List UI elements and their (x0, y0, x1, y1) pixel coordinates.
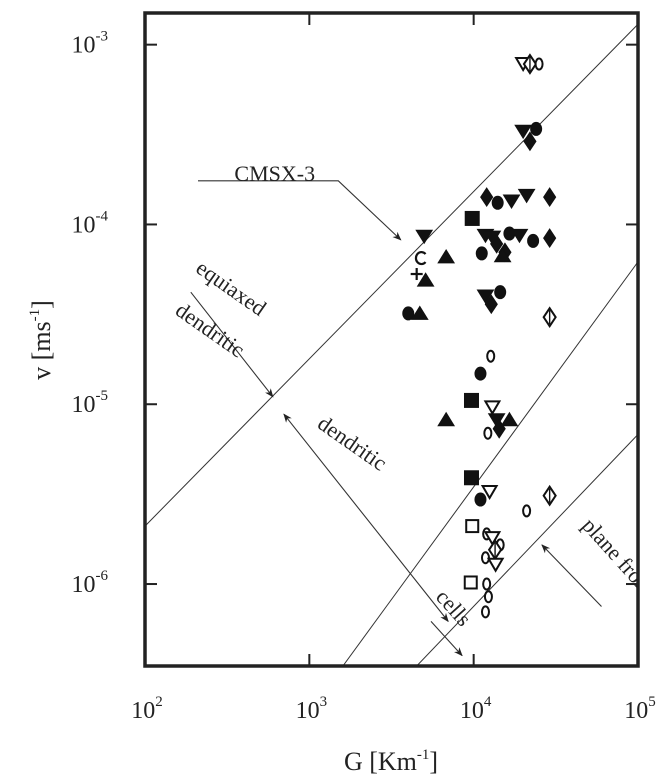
data-point-circle (491, 195, 504, 210)
data-point-square (463, 392, 479, 408)
data-point-circle-open (534, 57, 544, 71)
data-point-tri-down (517, 188, 536, 204)
data-point-tri-up (500, 411, 519, 427)
data-point-circle (475, 246, 488, 261)
data-points (402, 53, 557, 619)
data-point-circle-open (483, 590, 493, 604)
data-point-tri-down (502, 194, 521, 209)
data-point-circle-open (483, 426, 493, 440)
annotation-arrows (190, 180, 602, 657)
data-point-tri-up (437, 248, 456, 264)
x-tick-label: 105 (624, 694, 656, 724)
tick-marks (144, 13, 639, 666)
data-point-tri-down (514, 124, 533, 140)
y-axis-label-main: v [ms (27, 321, 56, 380)
data-point-tri-down-open (483, 400, 502, 416)
data-point-diamond (492, 418, 506, 439)
annotation-arrow (190, 291, 274, 398)
x-axis-label-main: G [Km (344, 747, 417, 776)
x-tick-label: 103 (296, 694, 328, 724)
data-point-tri-down-open (486, 557, 505, 573)
annotation-arrow (541, 544, 602, 607)
y-tick-labels: 10-6 10-5 10-4 10-3 (72, 29, 109, 598)
data-point-circle (530, 121, 543, 136)
boundary-line (342, 261, 638, 666)
data-point-square (463, 470, 479, 486)
data-point-circle-open (522, 504, 532, 518)
data-point-diamond-open (542, 306, 557, 328)
data-point-circle-open (486, 349, 496, 363)
data-point-circle-open (482, 577, 492, 591)
data-point-diamond (523, 131, 537, 152)
y-tick-label: 10-5 (72, 388, 109, 418)
data-point-square (464, 210, 480, 226)
boundary-line (416, 434, 638, 666)
data-point-tri-down (476, 289, 495, 304)
data-point-tri-down-open (483, 531, 502, 547)
plot-content: CMSX-3equiaxeddendriticdendriticcellspla… (145, 23, 659, 666)
data-point-diamond (484, 294, 498, 315)
data-point-tri-up (416, 272, 435, 287)
y-axis-label: v [ms-1] (27, 300, 56, 380)
data-point-circle-open (480, 605, 490, 619)
annotation-arrow (198, 180, 402, 241)
y-tick-label: 10-4 (72, 208, 109, 238)
data-point-tri-down (510, 228, 529, 244)
y-axis-label-sup: -1 (27, 309, 43, 322)
data-point-diamond (543, 228, 557, 248)
annotations: CMSX-3equiaxeddendriticdendriticcellspla… (171, 161, 659, 631)
data-point-tri-up (493, 247, 512, 263)
data-point-tri-down (487, 413, 506, 428)
data-point-tri-down (415, 229, 434, 245)
data-point-diamond (490, 233, 504, 254)
data-point-diamond (480, 187, 494, 207)
y-tick-label: 10-6 (72, 568, 109, 598)
plot-frame (143, 11, 640, 668)
x-axis-label-tail: ] (429, 747, 438, 776)
annotation-label: plane front (577, 513, 659, 601)
data-point-circle (474, 366, 487, 381)
x-tick-labels: 102 103 104 105 (131, 694, 656, 724)
annotation-arrow (430, 621, 463, 657)
boundary-line (145, 23, 638, 527)
data-point-diamond (543, 187, 557, 207)
x-axis-label: G [Km-1] (344, 747, 438, 776)
x-axis-label-sup: -1 (417, 747, 430, 763)
data-point-circle (474, 492, 487, 507)
data-point-tri-down-open (480, 484, 499, 500)
data-point-plus (410, 268, 423, 281)
data-point-diamond-open (522, 53, 538, 75)
data-point-circle (527, 233, 540, 248)
data-point-square-open (465, 519, 480, 534)
y-axis-label-tail: ] (27, 300, 56, 309)
annotation-label: cells (431, 584, 477, 631)
data-point-square-open (463, 575, 478, 590)
data-point-tri-up (410, 305, 429, 320)
data-point-open-c (414, 251, 427, 266)
data-point-circle (402, 306, 415, 321)
annotation-arrow (283, 413, 449, 623)
x-tick-label: 104 (460, 694, 492, 724)
data-point-circle (494, 285, 507, 300)
annotation-label: CMSX-3 (234, 161, 315, 186)
data-point-diamond-open (542, 484, 557, 507)
data-point-tri-up (437, 411, 456, 427)
y-tick-label: 10-3 (72, 29, 109, 59)
x-tick-label: 102 (131, 694, 163, 724)
